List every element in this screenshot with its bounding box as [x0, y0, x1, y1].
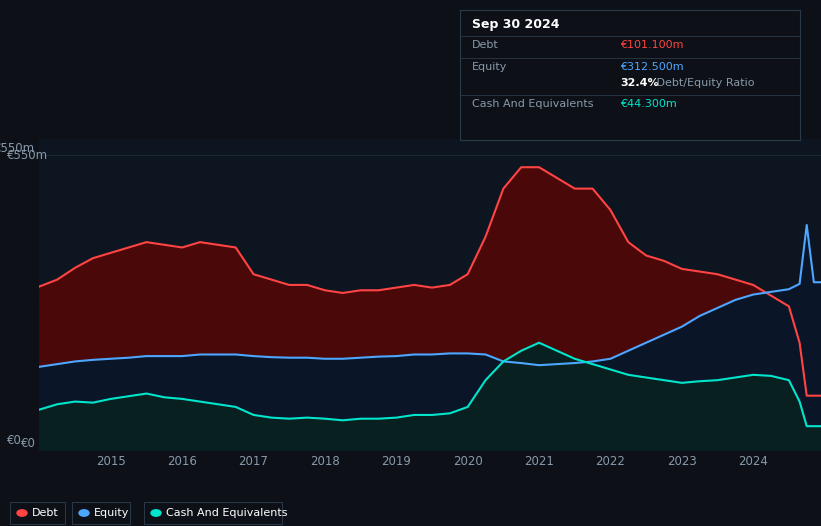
Text: 32.4%: 32.4%: [620, 78, 658, 88]
Text: €550m: €550m: [7, 149, 48, 162]
Text: Sep 30 2024: Sep 30 2024: [472, 18, 559, 31]
Text: €550m: €550m: [0, 143, 35, 156]
Text: Debt/Equity Ratio: Debt/Equity Ratio: [653, 78, 754, 88]
Text: Cash And Equivalents: Cash And Equivalents: [166, 508, 287, 518]
Text: €0: €0: [21, 437, 35, 450]
Text: €44.300m: €44.300m: [620, 99, 677, 109]
Text: Cash And Equivalents: Cash And Equivalents: [472, 99, 594, 109]
Text: €101.100m: €101.100m: [620, 40, 684, 50]
Text: Debt: Debt: [472, 40, 498, 50]
Text: €312.500m: €312.500m: [620, 62, 684, 72]
Text: Equity: Equity: [472, 62, 507, 72]
Text: €0: €0: [7, 434, 21, 447]
Text: Equity: Equity: [94, 508, 130, 518]
Text: Debt: Debt: [32, 508, 59, 518]
